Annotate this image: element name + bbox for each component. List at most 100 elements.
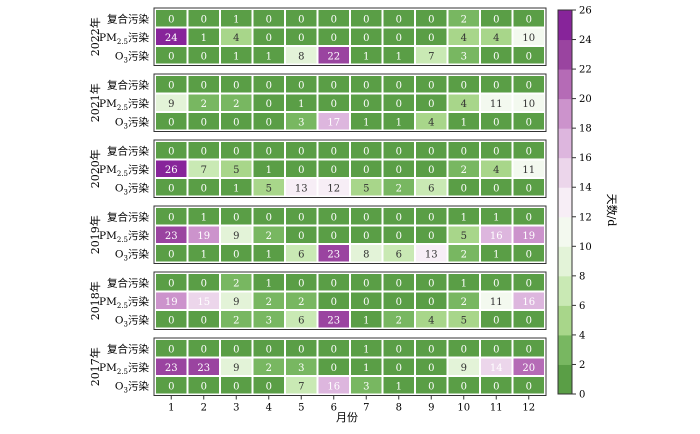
cell-value: 0 xyxy=(428,297,434,308)
cell-value: 0 xyxy=(266,99,272,110)
cell-value: 0 xyxy=(493,14,499,25)
heatmap-cell xyxy=(221,245,252,262)
row-label: O3污染 xyxy=(115,49,150,64)
cell-value: 1 xyxy=(363,117,369,128)
heatmap-cell xyxy=(481,10,512,27)
cell-value: 0 xyxy=(363,14,369,25)
heatmap-cell xyxy=(318,245,349,262)
cell-value: 0 xyxy=(266,33,272,44)
year-label: 2018年 xyxy=(88,281,102,320)
cell-value: 0 xyxy=(461,183,467,194)
heatmap-cell xyxy=(448,10,479,27)
heatmap-cell xyxy=(383,226,414,243)
heatmap-cell xyxy=(481,377,512,394)
x-tick-label: 9 xyxy=(428,403,434,414)
heatmap-cell xyxy=(156,311,187,328)
cell-value: 0 xyxy=(396,278,402,289)
colorbar-segment xyxy=(558,39,572,70)
cell-value: 19 xyxy=(197,231,210,242)
heatmap-cell xyxy=(383,358,414,375)
cell-value: 0 xyxy=(266,80,272,91)
cell-value: 26 xyxy=(165,165,178,176)
x-tick-label: 7 xyxy=(363,403,369,414)
cell-value: 0 xyxy=(428,99,434,110)
row-label: O3污染 xyxy=(115,313,150,328)
heatmap-cell xyxy=(253,113,284,130)
cell-value: 0 xyxy=(298,278,304,289)
colorbar-segment xyxy=(558,216,572,247)
cell-value: 1 xyxy=(363,363,369,374)
heatmap-cell xyxy=(221,377,252,394)
heatmap-cell xyxy=(156,245,187,262)
heatmap-cell xyxy=(286,340,317,357)
cell-value: 0 xyxy=(428,231,434,242)
heatmap-cell xyxy=(156,274,187,291)
heatmap-cell xyxy=(351,113,382,130)
cell-value: 2 xyxy=(233,278,239,289)
heatmap-cell xyxy=(156,358,187,375)
cell-value: 0 xyxy=(396,344,402,355)
row-label: 复合污染 xyxy=(107,342,149,355)
heatmap-cell xyxy=(513,76,544,93)
cell-value: 0 xyxy=(428,381,434,392)
cell-value: 0 xyxy=(233,249,239,260)
cell-value: 2 xyxy=(233,315,239,326)
cell-value: 0 xyxy=(168,249,174,260)
heatmap-cell xyxy=(286,226,317,243)
cell-value: 0 xyxy=(526,381,532,392)
cell-value: 0 xyxy=(331,146,337,157)
year-label: 2017年 xyxy=(88,347,102,386)
cell-value: 0 xyxy=(266,146,272,157)
heatmap-cell xyxy=(481,76,512,93)
heatmap-cell xyxy=(156,142,187,159)
heatmap-cell xyxy=(513,245,544,262)
heatmap-cell xyxy=(253,274,284,291)
row-label: O3污染 xyxy=(115,247,150,262)
heatmap-cell xyxy=(513,160,544,177)
cell-value: 0 xyxy=(331,80,337,91)
cell-value: 1 xyxy=(266,51,272,62)
row-label: O3污染 xyxy=(115,379,150,394)
heatmap-cell xyxy=(481,274,512,291)
cell-value: 23 xyxy=(327,249,340,260)
heatmap-cell xyxy=(253,340,284,357)
heatmap-cell xyxy=(156,94,187,111)
cell-value: 1 xyxy=(461,278,467,289)
cell-value: 0 xyxy=(233,117,239,128)
heatmap-cell xyxy=(448,179,479,196)
heatmap-cell xyxy=(188,340,219,357)
row-label: PM2.5污染 xyxy=(99,97,149,112)
heatmap-cell xyxy=(221,274,252,291)
heatmap-cell xyxy=(318,226,349,243)
cell-value: 0 xyxy=(493,344,499,355)
heatmap-cell xyxy=(318,10,349,27)
heatmap-cell xyxy=(318,160,349,177)
heatmap-cell xyxy=(513,47,544,64)
colorbar-tick-label: 10 xyxy=(579,242,592,253)
cell-value: 2 xyxy=(396,183,402,194)
cell-value: 0 xyxy=(526,212,532,223)
cell-value: 0 xyxy=(526,146,532,157)
cell-value: 4 xyxy=(461,33,467,44)
cell-value: 0 xyxy=(461,381,467,392)
cell-value: 0 xyxy=(428,33,434,44)
cell-value: 0 xyxy=(331,99,337,110)
cell-value: 17 xyxy=(327,117,340,128)
heatmap-cell xyxy=(513,311,544,328)
colorbar-segment xyxy=(558,69,572,100)
cell-value: 0 xyxy=(396,33,402,44)
heatmap-cell xyxy=(383,28,414,45)
panel-frame xyxy=(153,73,547,132)
heatmap-cell xyxy=(383,160,414,177)
cell-value: 0 xyxy=(201,51,207,62)
cell-value: 0 xyxy=(461,80,467,91)
cell-value: 8 xyxy=(363,249,369,260)
row-label: PM2.5污染 xyxy=(99,229,149,244)
cell-value: 1 xyxy=(233,183,239,194)
heatmap-cell xyxy=(513,10,544,27)
colorbar-tick-label: 22 xyxy=(579,65,592,76)
row-label: 复合污染 xyxy=(107,210,149,223)
cell-value: 19 xyxy=(165,297,178,308)
heatmap-cell xyxy=(448,47,479,64)
heatmap-cell xyxy=(383,47,414,64)
